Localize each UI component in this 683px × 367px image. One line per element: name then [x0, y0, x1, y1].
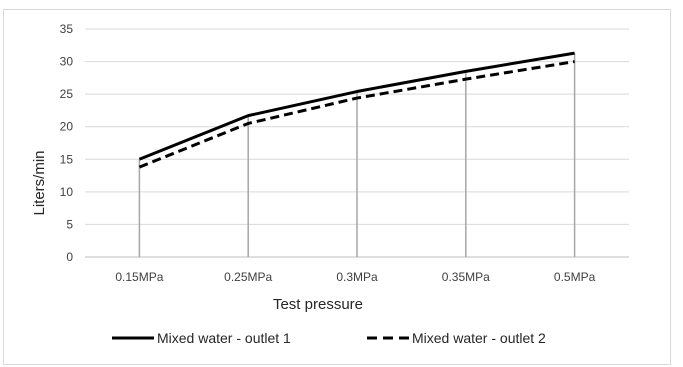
y-tick-label: 0	[66, 250, 73, 264]
legend: Mixed water - outlet 1 Mixed water - outl…	[112, 330, 546, 346]
chart-area	[3, 9, 671, 365]
x-tick-label: 0.5MPa	[554, 270, 596, 284]
series-line-1	[138, 51, 575, 161]
y-tick-label: 25	[60, 87, 74, 101]
y-tick-label: 20	[60, 120, 74, 134]
x-tick-label: 0.15MPa	[115, 270, 163, 284]
drop-lines	[138, 53, 576, 257]
x-tick-label: 0.3MPa	[336, 270, 378, 284]
y-tick-label: 35	[60, 22, 74, 36]
y-tick-label: 5	[66, 217, 73, 231]
x-axis-tick-labels: 0.15MPa 0.25MPa 0.3MPa 0.35MPa 0.5MPa	[115, 270, 595, 284]
x-tick-label: 0.25MPa	[224, 270, 272, 284]
series-line-2	[138, 60, 575, 169]
y-tick-label: 30	[60, 55, 74, 69]
legend-label-2: Mixed water - outlet 2	[412, 330, 546, 346]
x-axis-title: Test pressure	[273, 296, 363, 313]
x-tick-label: 0.35MPa	[442, 270, 490, 284]
y-axis-tick-labels: 0 5 10 15 20 25 30 35	[60, 22, 74, 264]
y-axis-title: Liters/min	[31, 150, 48, 215]
y-tick-label: 15	[60, 152, 74, 166]
y-tick-label: 10	[60, 185, 74, 199]
legend-label-1: Mixed water - outlet 1	[157, 330, 291, 346]
series-lines	[138, 51, 575, 169]
